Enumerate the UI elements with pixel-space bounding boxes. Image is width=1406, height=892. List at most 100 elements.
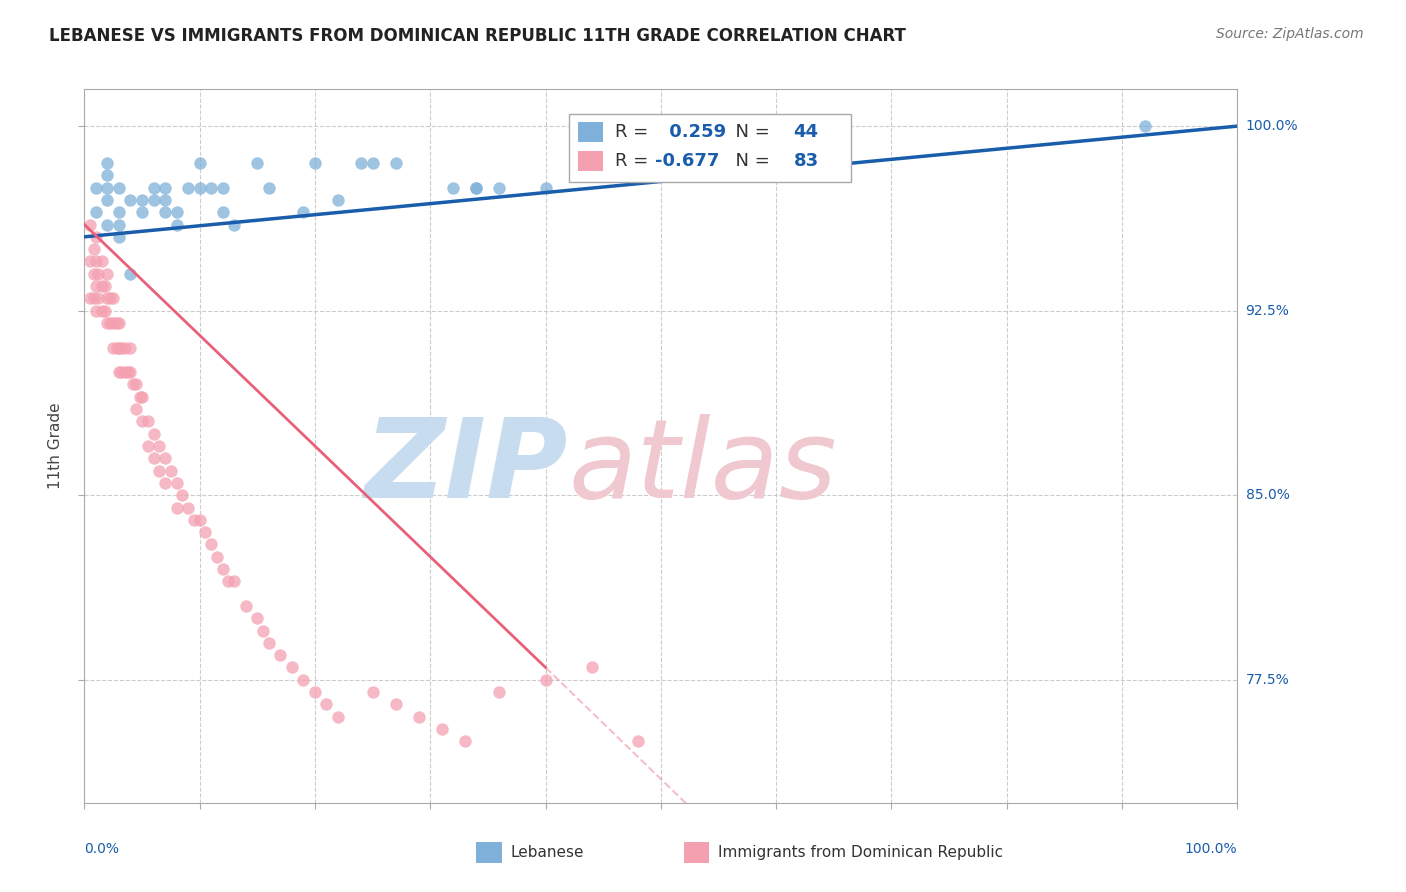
Point [79,218,101,232]
Point [79,291,101,305]
Text: 83: 83 [793,152,818,169]
Point [235,599,257,613]
Point [108,205,131,219]
Point [125,377,148,392]
FancyBboxPatch shape [477,842,502,863]
Point [315,698,337,712]
Text: N =: N = [724,152,776,169]
Point [136,414,159,428]
Point [246,611,269,625]
FancyBboxPatch shape [568,114,851,182]
Point [281,660,304,674]
Point [103,316,124,330]
Point [361,685,384,699]
Point [269,648,291,662]
Text: 100.0%: 100.0% [1246,120,1298,133]
Point [120,365,142,379]
Point [131,205,153,219]
Point [166,218,188,232]
Point [194,525,217,540]
Text: 100.0%: 100.0% [1185,842,1237,855]
Point [581,660,603,674]
Point [292,673,315,687]
Point [252,624,274,638]
Point [120,341,142,355]
Point [84,254,107,268]
Point [98,291,121,305]
Point [211,562,233,576]
Point [166,475,188,490]
Text: R =: R = [614,152,654,169]
Text: 77.5%: 77.5% [1246,673,1289,687]
Point [114,365,136,379]
Point [108,230,131,244]
Point [465,180,488,194]
Point [1133,119,1156,133]
Point [441,180,464,194]
Text: 0.259: 0.259 [664,123,727,141]
Point [534,180,557,194]
Point [103,291,124,305]
Point [188,156,211,170]
Text: LEBANESE VS IMMIGRANTS FROM DOMINICAN REPUBLIC 11TH GRADE CORRELATION CHART: LEBANESE VS IMMIGRANTS FROM DOMINICAN RE… [49,27,905,45]
Point [142,426,165,441]
Text: 92.5%: 92.5% [1246,303,1289,318]
Point [84,279,107,293]
Point [257,180,280,194]
Point [211,205,233,219]
Point [218,574,240,589]
Y-axis label: 11th Grade: 11th Grade [48,402,63,490]
Point [84,180,107,194]
Point [304,156,326,170]
Point [160,464,183,478]
Point [142,451,165,466]
Point [90,279,112,293]
Point [90,303,112,318]
Point [96,169,118,183]
Text: N =: N = [724,123,776,141]
Point [326,709,349,723]
Point [384,156,406,170]
Point [110,365,132,379]
Point [650,144,672,158]
Point [83,291,105,305]
Point [246,156,269,170]
Point [350,156,373,170]
Point [108,218,131,232]
Point [96,316,118,330]
Point [488,685,510,699]
Point [98,316,121,330]
Point [257,636,280,650]
Point [188,513,211,527]
Point [153,180,176,194]
Point [224,574,246,589]
Point [326,193,349,207]
Point [534,673,557,687]
Point [96,156,118,170]
Point [153,205,176,219]
Text: 44: 44 [793,123,818,141]
Point [83,242,105,256]
Point [200,180,222,194]
Point [166,205,188,219]
Point [96,267,118,281]
Text: 85.0%: 85.0% [1246,488,1289,502]
Point [148,439,170,453]
Point [105,341,128,355]
Point [128,390,150,404]
Point [108,365,131,379]
Point [110,341,132,355]
Point [83,267,105,281]
Text: Immigrants from Dominican Republic: Immigrants from Dominican Republic [718,846,1004,860]
Point [108,316,131,330]
Point [153,451,176,466]
Point [117,365,139,379]
Point [94,279,117,293]
Point [408,709,430,723]
Point [108,180,131,194]
Text: Lebanese: Lebanese [510,846,585,860]
Point [188,180,211,194]
Text: R =: R = [614,123,654,141]
Point [131,193,153,207]
Point [96,180,118,194]
